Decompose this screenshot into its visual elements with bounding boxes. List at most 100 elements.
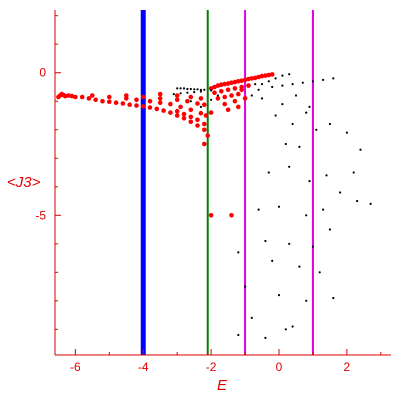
data-point	[210, 89, 213, 92]
data-points	[56, 72, 372, 339]
data-point	[356, 199, 359, 203]
x-tick-label: -2	[206, 360, 217, 374]
data-point	[328, 122, 331, 126]
data-point	[308, 180, 311, 183]
data-point	[107, 94, 112, 100]
data-point	[216, 94, 219, 97]
data-point	[229, 80, 234, 85]
data-point	[246, 83, 251, 88]
data-point	[193, 91, 196, 94]
data-point	[242, 96, 248, 101]
data-point	[266, 72, 272, 78]
data-point	[236, 104, 241, 110]
data-point	[259, 73, 265, 79]
data-point	[174, 108, 180, 114]
y-tick-label: 0	[39, 66, 46, 80]
data-point	[359, 148, 362, 151]
data-point	[288, 242, 291, 245]
y-tick-label: -5	[35, 208, 46, 222]
data-point	[219, 89, 224, 94]
data-point	[202, 141, 207, 147]
data-point	[203, 113, 209, 118]
data-point	[332, 77, 335, 80]
data-point	[267, 80, 270, 83]
data-point	[263, 73, 268, 78]
data-point	[185, 98, 190, 104]
data-point	[281, 84, 284, 87]
data-point	[202, 127, 207, 133]
data-point	[219, 82, 224, 87]
data-point	[281, 74, 284, 77]
data-point	[264, 336, 267, 339]
data-point	[267, 171, 270, 174]
data-point	[202, 102, 207, 107]
data-point	[277, 205, 281, 208]
data-point	[229, 93, 234, 98]
data-point	[274, 77, 277, 80]
data-point	[140, 94, 146, 100]
data-point	[264, 239, 267, 243]
data-point	[79, 94, 85, 100]
data-point	[195, 101, 200, 106]
data-point	[124, 93, 129, 98]
data-point	[127, 102, 132, 107]
data-point	[271, 85, 274, 89]
data-point	[208, 213, 214, 218]
data-point	[93, 97, 98, 103]
data-point	[229, 213, 234, 218]
data-point	[308, 105, 311, 108]
data-point	[232, 86, 238, 91]
data-point	[199, 90, 202, 93]
data-point	[239, 87, 244, 93]
data-point	[225, 107, 231, 113]
data-point	[236, 91, 241, 97]
data-point	[225, 87, 231, 93]
data-point	[277, 294, 281, 297]
data-point	[174, 113, 180, 118]
data-point	[66, 93, 71, 98]
data-point	[210, 98, 213, 101]
data-point	[250, 316, 253, 319]
data-point	[325, 174, 328, 177]
data-point	[298, 265, 301, 268]
data-point	[322, 208, 325, 211]
data-point	[311, 245, 314, 248]
x-tick-label: -6	[70, 360, 81, 374]
vertical-lines	[140, 10, 314, 355]
data-point	[269, 72, 275, 77]
data-point	[182, 87, 186, 90]
data-point	[172, 93, 175, 96]
data-point	[352, 171, 355, 174]
data-point	[181, 116, 187, 121]
data-point	[90, 93, 95, 98]
data-point	[369, 202, 372, 205]
data-point	[244, 285, 247, 288]
data-point	[199, 88, 202, 91]
data-point	[284, 142, 287, 146]
data-point	[174, 97, 180, 103]
axes	[54, 10, 391, 356]
data-point	[168, 110, 173, 115]
data-point	[318, 271, 321, 274]
x-axis-title: E	[217, 377, 228, 394]
data-point	[257, 208, 260, 211]
data-point	[62, 93, 68, 99]
data-point	[232, 98, 238, 104]
data-point	[274, 114, 277, 117]
data-point	[134, 97, 139, 103]
data-point	[208, 110, 214, 115]
data-point	[271, 259, 274, 262]
data-point	[222, 81, 227, 87]
data-point	[298, 145, 301, 148]
data-point	[174, 93, 180, 98]
y-axis-title: <J3>	[7, 174, 41, 191]
data-point	[195, 123, 200, 128]
data-point	[86, 96, 92, 101]
data-point	[254, 83, 257, 86]
data-point	[188, 114, 194, 120]
data-point	[237, 333, 240, 337]
data-point	[222, 94, 227, 100]
data-point	[203, 88, 206, 91]
data-point	[288, 165, 291, 168]
